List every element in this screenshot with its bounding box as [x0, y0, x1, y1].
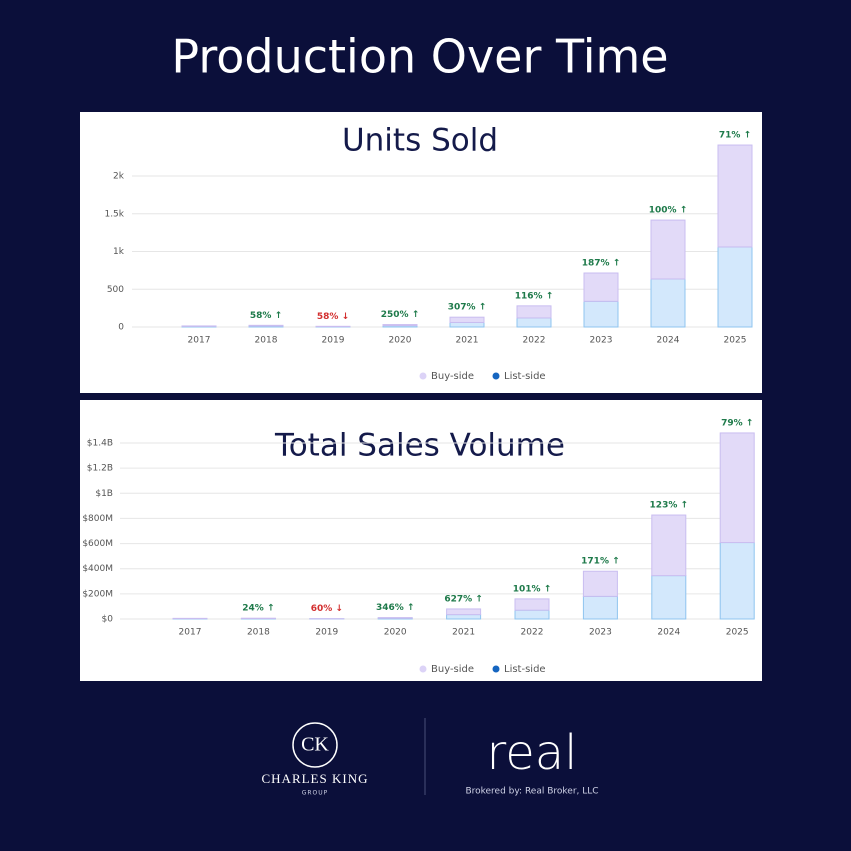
x-tick-label: 2019: [315, 628, 338, 638]
bar-segment: [650, 278, 686, 328]
change-label: 58% ↑: [250, 311, 282, 321]
change-label: 71% ↑: [719, 131, 751, 141]
bar-segment: [382, 324, 418, 327]
y-tick-label: $800M: [82, 514, 113, 524]
bar-segment: [516, 317, 552, 328]
change-label: 79% ↑: [721, 418, 753, 428]
bar-segment: [651, 575, 687, 620]
chart-title: Units Sold: [342, 123, 498, 159]
legend-label: List-side: [504, 371, 546, 382]
change-label: 100% ↑: [649, 206, 687, 216]
legend-swatch: [419, 665, 427, 673]
panel: [80, 112, 762, 393]
bar-segment: [719, 542, 755, 620]
bar-segment: [446, 608, 482, 616]
x-tick-label: 2023: [590, 336, 613, 346]
change-label: 60% ↓: [311, 604, 343, 614]
bar-segment: [582, 595, 618, 620]
legend-swatch: [492, 665, 500, 673]
y-tick-label: $200M: [82, 589, 113, 599]
x-tick-label: 2021: [452, 628, 475, 638]
change-label: 101% ↑: [513, 584, 551, 594]
legend-label: Buy-side: [431, 664, 474, 675]
y-tick-label: 2k: [113, 172, 125, 182]
bar-segment: [449, 321, 485, 328]
change-label: 116% ↑: [515, 291, 553, 301]
change-label: 187% ↑: [582, 259, 620, 269]
brand-name: CHARLES KING: [262, 771, 369, 786]
chart-title: Total Sales Volume: [274, 428, 565, 464]
legend-swatch: [492, 372, 500, 380]
change-label: 171% ↑: [581, 557, 619, 567]
y-tick-label: 0: [118, 323, 124, 333]
page-title: Production Over Time: [171, 30, 668, 84]
x-tick-label: 2024: [657, 336, 680, 346]
change-label: 307% ↑: [448, 303, 486, 313]
x-tick-label: 2025: [726, 628, 749, 638]
bar-segment: [582, 570, 618, 597]
legend-swatch: [419, 372, 427, 380]
x-tick-label: 2022: [521, 628, 544, 638]
bar-segment: [719, 432, 755, 544]
bar-segment: [248, 324, 284, 327]
x-tick-label: 2021: [456, 336, 479, 346]
y-tick-label: $1B: [95, 489, 113, 499]
x-tick-label: 2025: [724, 336, 747, 346]
x-tick-label: 2018: [255, 336, 278, 346]
bar-segment: [516, 305, 552, 319]
x-tick-label: 2024: [657, 628, 680, 638]
y-tick-label: $1.4B: [87, 439, 113, 449]
bar-segment: [583, 272, 619, 302]
real-logo: real: [487, 725, 578, 781]
x-tick-label: 2022: [523, 336, 546, 346]
change-label: 250% ↑: [381, 310, 419, 320]
y-tick-label: $600M: [82, 539, 113, 549]
change-label: 346% ↑: [376, 603, 414, 613]
y-tick-label: 500: [107, 285, 124, 295]
x-tick-label: 2019: [322, 336, 345, 346]
bar-segment: [717, 144, 753, 248]
bar-segment: [651, 514, 687, 577]
x-tick-label: 2017: [179, 628, 202, 638]
change-label: 58% ↓: [317, 312, 349, 322]
y-tick-label: $400M: [82, 564, 113, 574]
bar-segment: [514, 609, 550, 620]
y-tick-label: $1.2B: [87, 464, 113, 474]
bar-segment: [717, 246, 753, 328]
legend-label: Buy-side: [431, 371, 474, 382]
bar-segment: [583, 300, 619, 328]
bar-segment: [446, 614, 482, 620]
x-tick-label: 2018: [247, 628, 270, 638]
bar-segment: [650, 219, 686, 280]
x-tick-label: 2023: [589, 628, 612, 638]
x-tick-label: 2017: [188, 336, 211, 346]
logo-monogram: CK: [301, 734, 329, 756]
x-tick-label: 2020: [384, 628, 407, 638]
bar-segment: [514, 598, 550, 611]
y-tick-label: 1k: [113, 247, 125, 257]
brand-sub: GROUP: [302, 790, 329, 797]
y-tick-label: $0: [102, 615, 114, 625]
legend-label: List-side: [504, 664, 546, 675]
panel: [80, 400, 762, 681]
change-label: 627% ↑: [444, 594, 482, 604]
change-label: 123% ↑: [650, 501, 688, 511]
bar-segment: [377, 617, 413, 619]
bar-segment: [449, 316, 485, 323]
logo-ring: [292, 722, 338, 768]
y-tick-label: 1.5k: [104, 209, 124, 219]
broker-note: Brokered by: Real Broker, LLC: [465, 787, 598, 797]
x-tick-label: 2020: [389, 336, 412, 346]
change-label: 24% ↑: [242, 604, 274, 614]
